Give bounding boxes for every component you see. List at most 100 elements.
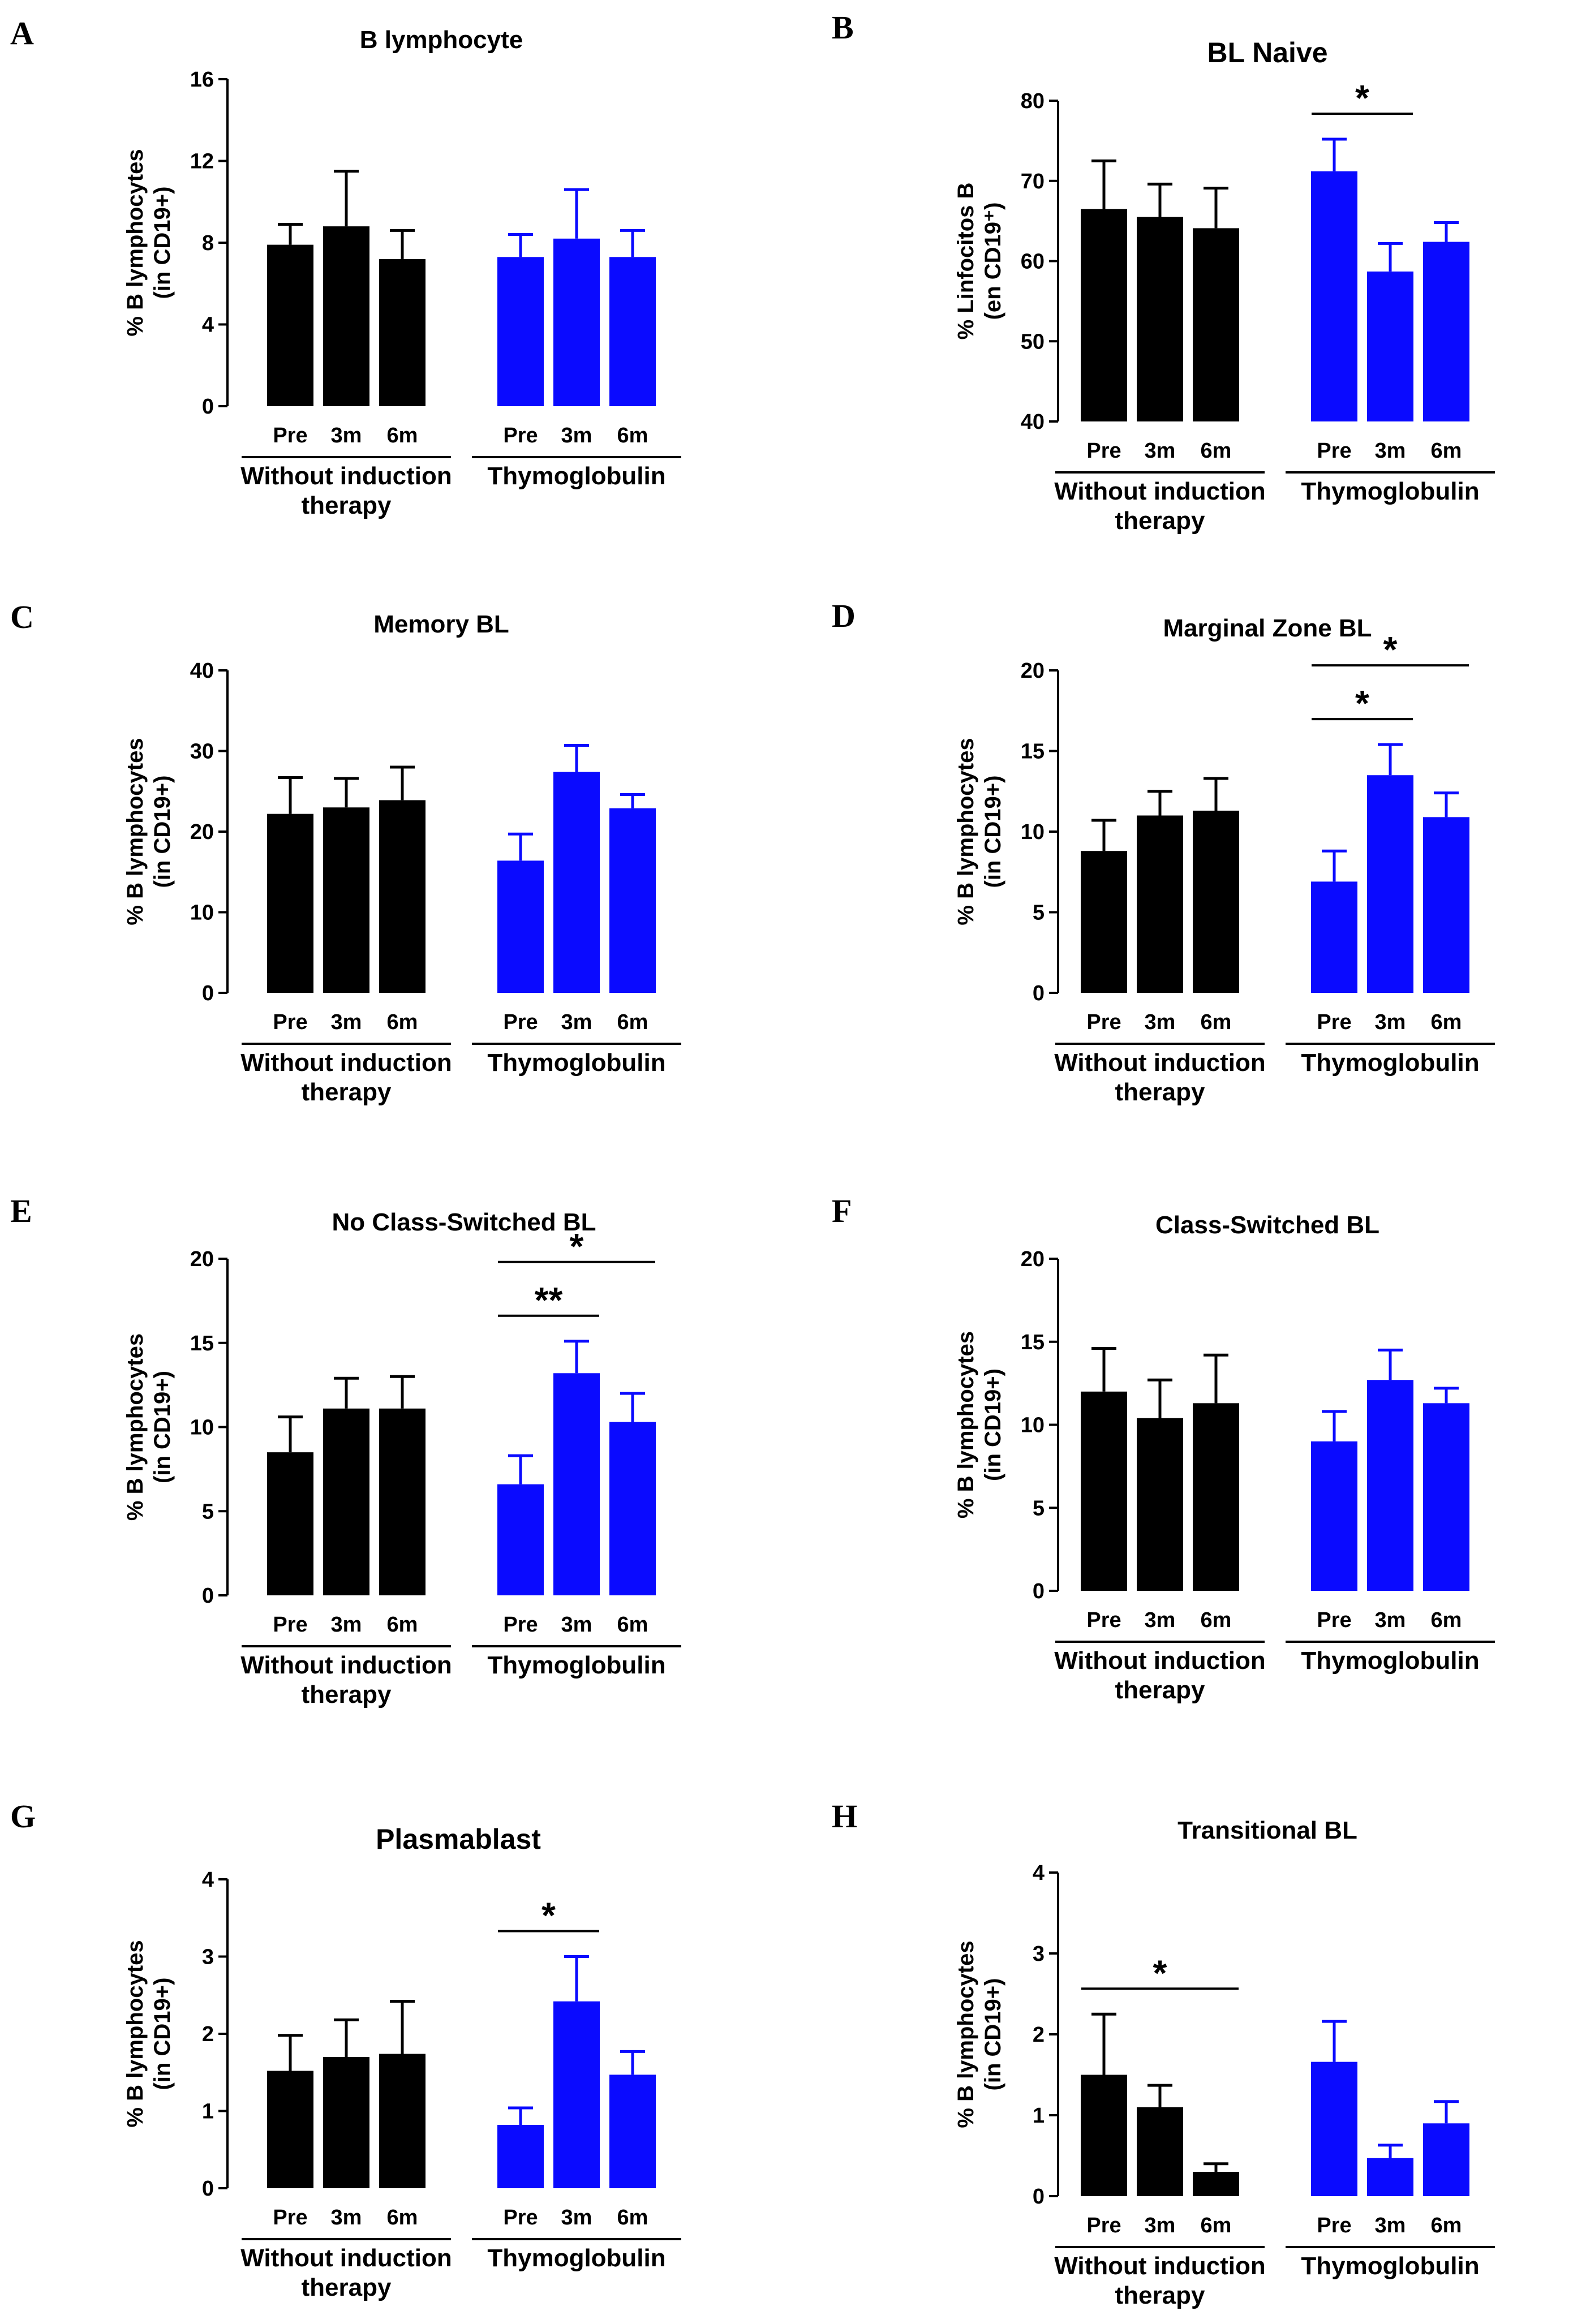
- group-label: therapy: [302, 1078, 392, 1106]
- bar: [1311, 2062, 1357, 2196]
- group-label: therapy: [302, 2274, 392, 2301]
- bar: [267, 244, 313, 406]
- bar: [1367, 1380, 1413, 1591]
- group-label: Thymoglobulin: [1301, 477, 1479, 505]
- group-label: Thymoglobulin: [1301, 1647, 1479, 1675]
- category-label: 3m: [331, 1613, 362, 1637]
- panel-letter: D: [832, 597, 856, 634]
- y-tick-label: 5: [202, 1500, 214, 1523]
- y-tick-label: 4: [1033, 1861, 1045, 1885]
- category-label: Pre: [503, 2206, 538, 2230]
- y-tick-label: 15: [1021, 1331, 1045, 1354]
- category-label: Pre: [1086, 1010, 1121, 1034]
- category-label: Pre: [503, 424, 538, 447]
- bar: [1081, 1391, 1127, 1591]
- bar: [1367, 775, 1413, 993]
- bar: [1193, 1403, 1239, 1591]
- y-tick-label: 1: [202, 2100, 214, 2124]
- bar: [553, 238, 600, 406]
- bar: [1137, 217, 1183, 421]
- category-label: 3m: [331, 1010, 362, 1034]
- category-label: Pre: [1317, 439, 1351, 463]
- group-label: therapy: [1115, 2282, 1205, 2309]
- chart-title: Transitional BL: [1177, 1817, 1357, 1844]
- group-label: therapy: [1115, 507, 1205, 535]
- bar: [1423, 1403, 1469, 1591]
- category-label: 3m: [1145, 2214, 1176, 2237]
- bar: [1081, 209, 1127, 421]
- group-label: Without induction: [240, 2244, 452, 2272]
- y-tick-label: 8: [202, 231, 214, 255]
- y-axis-label: % B lymphocytes: [123, 1940, 148, 2127]
- category-label: 6m: [1201, 439, 1232, 463]
- y-tick-label: 30: [190, 740, 214, 764]
- bar: [1311, 881, 1357, 993]
- y-tick-label: 40: [1021, 410, 1045, 434]
- category-label: Pre: [273, 424, 307, 447]
- category-label: 3m: [1145, 1608, 1176, 1632]
- bar: [1137, 1418, 1183, 1591]
- y-tick-label: 0: [202, 2177, 214, 2201]
- group-label: Without induction: [240, 1049, 452, 1077]
- group-label: Thymoglobulin: [1301, 2252, 1479, 2280]
- significance-marker: *: [570, 1226, 584, 1267]
- category-label: 6m: [387, 1010, 418, 1034]
- y-axis-label: % B lymphocytes: [953, 1940, 978, 2128]
- bar: [609, 2075, 656, 2188]
- bar: [1311, 1441, 1357, 1591]
- category-label: Pre: [273, 1613, 307, 1637]
- panel-letter: G: [10, 1798, 36, 1835]
- bar: [267, 814, 313, 993]
- panel-letter: C: [10, 599, 34, 635]
- bar: [1367, 271, 1413, 421]
- category-label: 6m: [1431, 2214, 1462, 2237]
- bar: [1193, 2172, 1239, 2196]
- y-tick-label: 70: [1021, 170, 1045, 193]
- bar: [609, 257, 656, 406]
- chart-panel-e: E No Class-Switched BL 0 5 10 15 20 % B lymphoc…: [10, 1193, 681, 1708]
- chart-title: B lymphocyte: [360, 26, 523, 54]
- category-label: 6m: [1201, 2214, 1232, 2237]
- y-axis-label: (in CD19+): [981, 776, 1005, 888]
- category-label: 6m: [617, 1613, 648, 1637]
- y-tick-label: 4: [202, 313, 214, 337]
- y-tick-label: 2: [202, 2022, 214, 2046]
- bar: [1423, 242, 1469, 421]
- y-axis-label: (in CD19+): [150, 1371, 175, 1483]
- y-tick-label: 4: [202, 1868, 214, 1892]
- chart-panel-f: F Class-Switched BL 0 5 10 15 20 % B lymphocyte…: [832, 1193, 1495, 1704]
- bar: [497, 860, 544, 993]
- category-label: Pre: [1317, 2214, 1351, 2237]
- category-label: 6m: [1201, 1010, 1232, 1034]
- panel-letter: E: [10, 1193, 32, 1229]
- group-label: Without induction: [1054, 1647, 1265, 1675]
- y-tick-label: 20: [190, 820, 214, 844]
- y-axis-label: (in CD19+): [150, 776, 175, 888]
- y-tick-label: 3: [1033, 1942, 1045, 1966]
- y-tick-label: 0: [202, 982, 214, 1005]
- bar: [1081, 851, 1127, 993]
- bar: [323, 2056, 369, 2188]
- bar: [1137, 815, 1183, 993]
- y-tick-label: 1: [1033, 2104, 1045, 2128]
- category-label: 6m: [617, 2206, 648, 2230]
- y-axis-label: % B lymphocytes: [953, 738, 978, 925]
- bar: [379, 1408, 426, 1595]
- category-label: 6m: [387, 424, 418, 447]
- chart-title: Class-Switched BL: [1155, 1211, 1379, 1239]
- category-label: 3m: [561, 424, 592, 447]
- y-tick-label: 50: [1021, 330, 1045, 354]
- category-label: 3m: [331, 2206, 362, 2230]
- y-tick-label: 10: [1021, 1414, 1045, 1438]
- group-label: Thymoglobulin: [487, 1651, 665, 1679]
- y-tick-label: 12: [190, 150, 214, 174]
- category-label: 3m: [561, 1010, 592, 1034]
- category-label: 3m: [561, 1613, 592, 1637]
- category-label: 3m: [1145, 1010, 1176, 1034]
- y-axis-label: % Linfocitos B: [953, 183, 978, 340]
- category-label: Pre: [273, 2206, 307, 2230]
- chart-panel-c: C Memory BL 0 10 20 30 40 % B lymphocytes (in CD…: [10, 599, 681, 1106]
- y-tick-label: 60: [1021, 250, 1045, 274]
- bar: [1137, 2107, 1183, 2196]
